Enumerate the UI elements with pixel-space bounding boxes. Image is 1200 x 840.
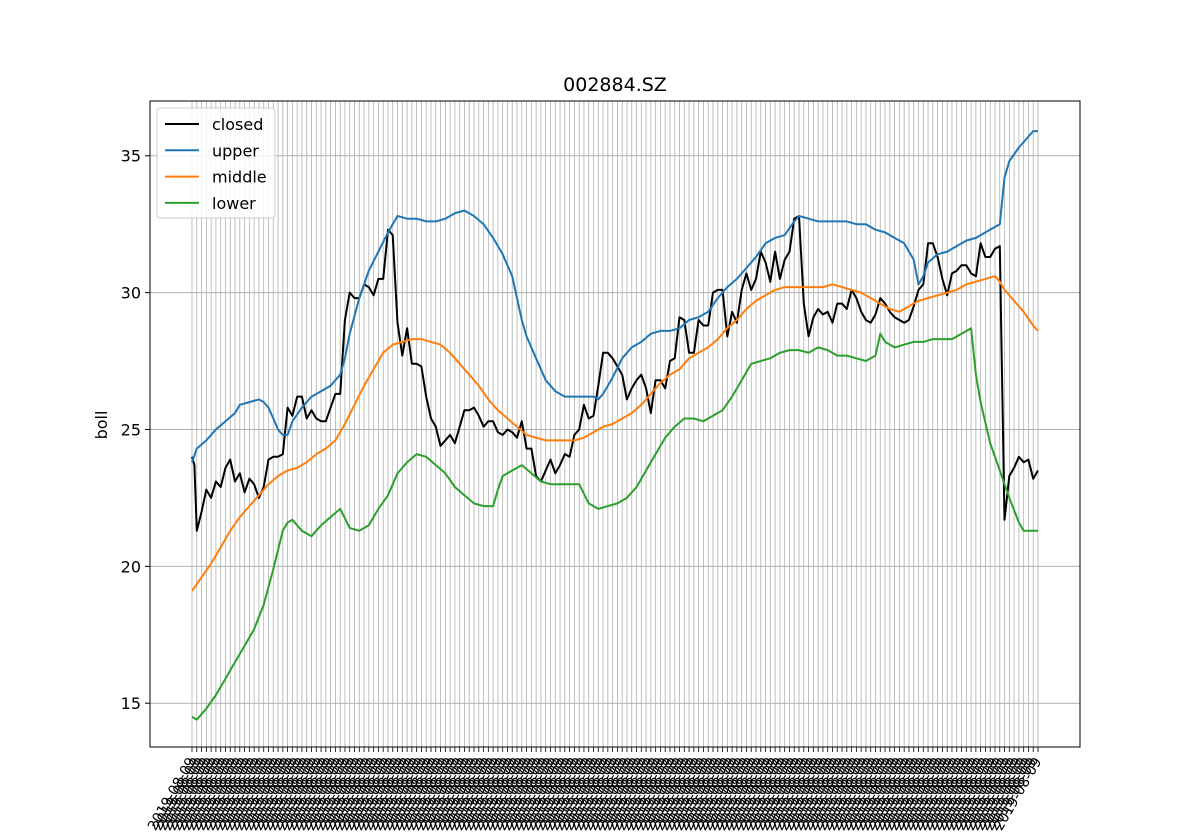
y-tick-label: 30 <box>121 284 141 303</box>
y-axis-label: boll <box>92 411 111 440</box>
legend-box <box>156 107 276 219</box>
axes-frame <box>149 100 1081 748</box>
y-axis-ticks: 15 20 25 30 35 <box>121 147 150 713</box>
y-tick-label: 20 <box>121 557 141 576</box>
series-line-lower <box>191 327 1038 721</box>
plot-lines <box>191 130 1039 721</box>
series-line-upper <box>191 130 1038 463</box>
y-tick-label: 35 <box>121 147 141 166</box>
y-tick-label: 15 <box>121 694 141 713</box>
x-axis-ticks: 2019-08-092019-08-092019-08-092019-08-09… <box>145 747 1045 833</box>
legend: closed upper middle lower <box>156 107 276 219</box>
chart-title: 002884.SZ <box>563 74 667 96</box>
series-line-closed <box>191 215 1039 532</box>
legend-label-lower: lower <box>212 194 256 213</box>
grid-lines <box>150 101 1080 747</box>
legend-label-closed: closed <box>212 115 263 134</box>
legend-label-upper: upper <box>212 141 259 160</box>
series-line-middle <box>191 275 1039 592</box>
y-tick-label: 25 <box>121 420 141 439</box>
legend-label-middle: middle <box>212 168 267 187</box>
